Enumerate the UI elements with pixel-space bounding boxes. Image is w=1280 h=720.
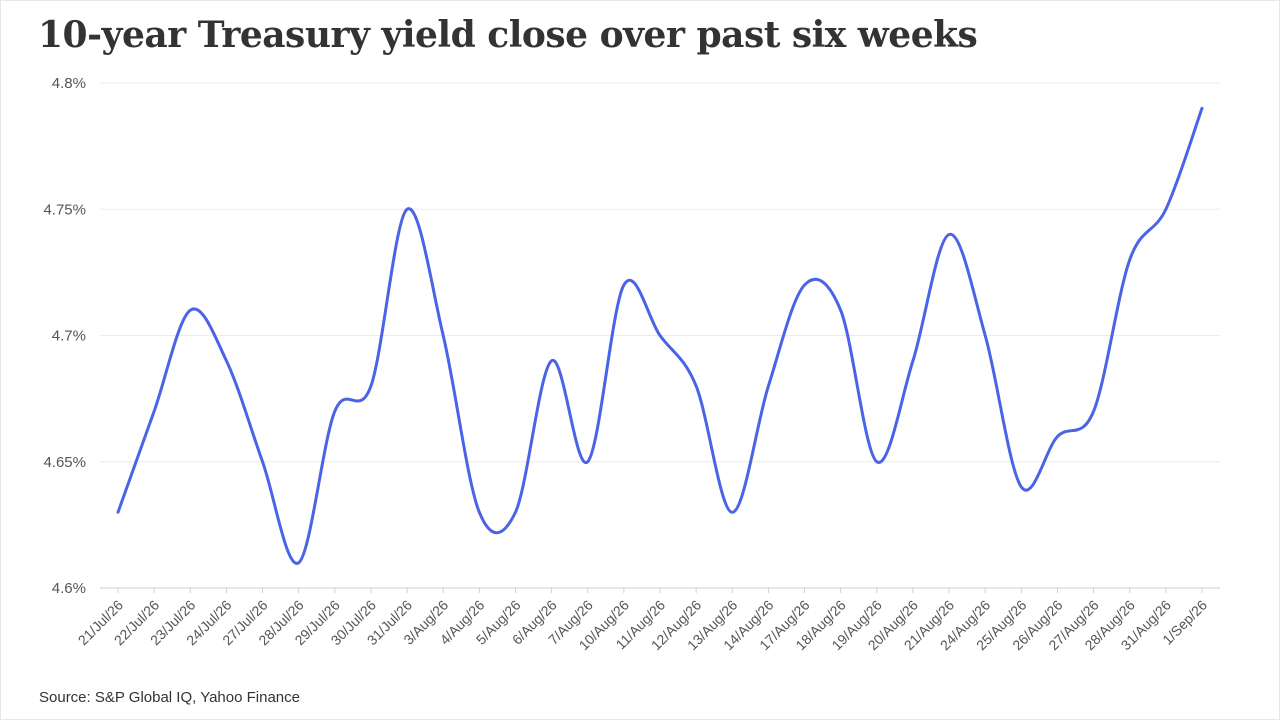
y-axis: 4.6% 4.65% 4.7% 4.75% 4.8% xyxy=(43,75,86,597)
y-tick-label: 4.75% xyxy=(43,201,86,218)
series-line xyxy=(116,106,1204,565)
source-note: Source: S&P Global IQ, Yahoo Finance xyxy=(39,689,300,706)
x-axis: 21/Jul/2622/Jul/2623/Jul/2624/Jul/2627/J… xyxy=(75,588,1210,653)
chart-title: 10-year Treasury yield close over past s… xyxy=(38,14,978,56)
y-tick-label: 4.8% xyxy=(52,75,86,92)
y-tick-label: 4.65% xyxy=(43,454,86,471)
y-tick-label: 4.6% xyxy=(52,580,86,597)
y-tick-label: 4.7% xyxy=(52,328,86,345)
